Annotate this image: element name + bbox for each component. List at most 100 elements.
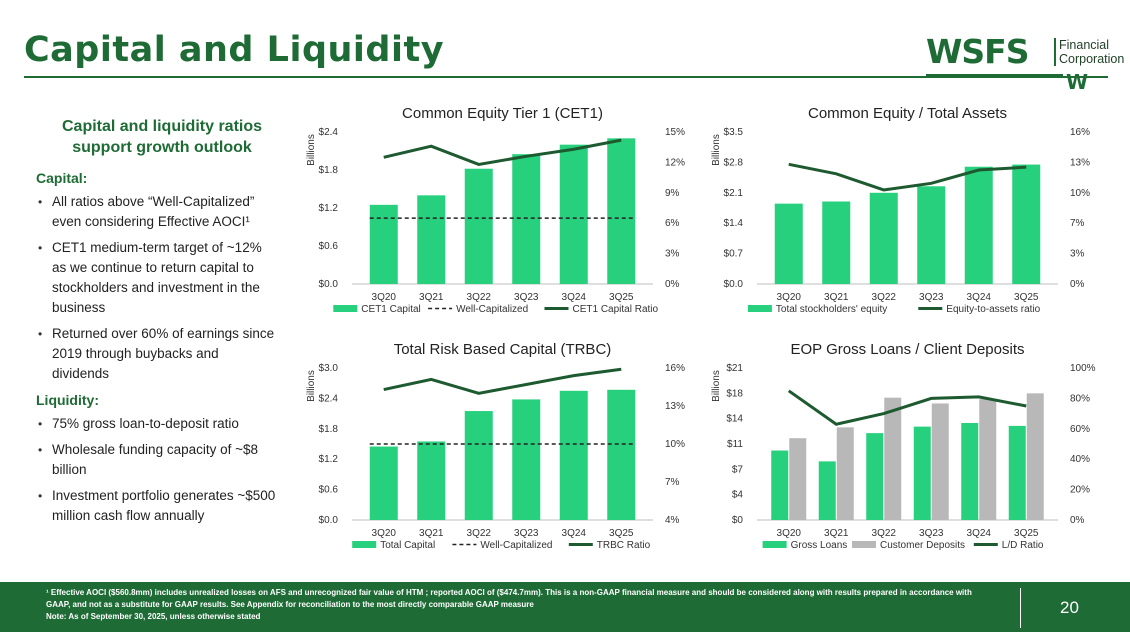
legend-label: L/D Ratio	[1002, 540, 1044, 551]
bar-gross-loans	[866, 433, 884, 520]
capital-item: Returned over 60% of earnings since 2019…	[38, 324, 277, 384]
bar-customer-deposits	[979, 399, 997, 520]
y2-tick-label: 60%	[1070, 424, 1090, 435]
y-tick-label: $0.0	[724, 279, 744, 290]
y-tick-label: $18	[726, 388, 743, 399]
y-tick-label: $1.8	[319, 165, 339, 176]
bar-total-capital	[512, 399, 541, 520]
y2-tick-label: 40%	[1070, 454, 1090, 465]
bar-customer-deposits	[789, 438, 807, 520]
chart-title: EOP Gross Loans / Client Deposits	[791, 341, 1025, 358]
bar-total-capital	[417, 441, 446, 520]
y-tick-label: $0.0	[319, 279, 339, 290]
chart-title: Common Equity Tier 1 (CET1)	[402, 105, 603, 122]
y-tick-label: $0.6	[319, 241, 339, 252]
logo-line-1: Financial	[1059, 38, 1110, 52]
legend-label: Total Capital	[380, 540, 435, 551]
footnotes: ¹ Effective AOCI ($560.8mm) includes unr…	[46, 587, 996, 623]
x-tick-label: 3Q25	[609, 528, 634, 539]
y2-tick-label: 80%	[1070, 393, 1090, 404]
x-tick-label: 3Q24	[562, 292, 587, 303]
x-tick-label: 3Q20	[777, 528, 802, 539]
legend-item: CET1 Capital Ratio	[544, 304, 659, 315]
y-axis-label: Billions	[306, 370, 317, 402]
bar-cet1-capital	[607, 138, 636, 284]
y-tick-label: $1.8	[319, 424, 339, 435]
y2-tick-label: 4%	[665, 515, 680, 526]
bar-total-stockholders-equity	[917, 186, 946, 284]
legend-label: Well-Capitalized	[480, 540, 552, 551]
y2-tick-label: 0%	[1070, 279, 1085, 290]
y2-tick-label: 12%	[665, 157, 685, 168]
x-tick-label: 3Q25	[1014, 528, 1039, 539]
legend-item: Total stockholders' equity	[747, 304, 887, 315]
y2-tick-label: 20%	[1070, 485, 1090, 496]
bar-cet1-capital	[464, 168, 493, 284]
bar-customer-deposits	[884, 397, 902, 520]
y2-tick-label: 100%	[1070, 363, 1096, 374]
legend-swatch	[747, 305, 772, 312]
y2-tick-label: 6%	[665, 218, 680, 229]
legend-label: Customer Deposits	[880, 540, 965, 551]
x-tick-label: 3Q23	[919, 292, 944, 303]
y-axis-label: Billions	[306, 134, 317, 166]
y-tick-label: $3.5	[724, 127, 744, 138]
y-tick-label: $2.4	[319, 393, 339, 404]
loans-deposits-chart: EOP Gross Loans / Client Deposits $0 $4 $7 $…	[705, 332, 1105, 558]
legend-label: Equity-to-assets ratio	[946, 304, 1040, 315]
capital-item: CET1 medium-term target of ~12% as we co…	[38, 238, 277, 318]
legend-label: Well-Capitalized	[456, 304, 528, 315]
x-tick-label: 3Q23	[919, 528, 944, 539]
y-tick-label: $1.2	[319, 454, 339, 465]
cet1-chart: Common Equity Tier 1 (CET1) $0.0 $0.6 $1.2 $…	[300, 96, 700, 322]
legend-item: Equity-to-assets ratio	[918, 304, 1041, 315]
legend-item: CET1 Capital	[333, 304, 421, 315]
legend-item: TRBC Ratio	[568, 540, 651, 551]
y2-tick-label: 9%	[665, 188, 680, 199]
y-axis-label: Billions	[711, 134, 722, 166]
y2-tick-label: 13%	[665, 401, 685, 412]
x-tick-label: 3Q20	[372, 528, 397, 539]
liquidity-item: Investment portfolio generates ~$500 mil…	[38, 486, 277, 526]
logo-wordmark: WSFS	[926, 32, 1029, 71]
trbc-chart: Total Risk Based Capital (TRBC) $0.0 $0.6 $…	[300, 332, 700, 558]
legend-label: TRBC Ratio	[597, 540, 651, 551]
ratio-line	[788, 162, 1027, 192]
bar-gross-loans	[961, 423, 979, 520]
y-tick-label: $2.8	[724, 157, 744, 168]
ratio-line	[383, 138, 622, 166]
legend-swatch	[762, 541, 787, 548]
chart-svg: Total Risk Based Capital (TRBC) $0.0 $0.6 $…	[306, 341, 685, 551]
y2-tick-label: 16%	[665, 363, 685, 374]
footnote-date: Note: As of September 30, 2025, unless o…	[46, 612, 261, 621]
y-tick-label: $0	[732, 515, 744, 526]
logo-w-mark: W	[1066, 70, 1089, 94]
x-tick-label: 3Q23	[514, 528, 539, 539]
chart-svg: EOP Gross Loans / Client Deposits $0 $4 $7 $…	[711, 341, 1096, 551]
y-tick-label: $0.0	[319, 515, 339, 526]
x-tick-label: 3Q22	[467, 528, 492, 539]
y2-tick-label: 3%	[665, 249, 680, 260]
x-tick-label: 3Q21	[824, 528, 849, 539]
legend-swatch	[852, 541, 876, 548]
y-axis-label: Billions	[711, 370, 722, 402]
x-tick-label: 3Q22	[872, 528, 897, 539]
bar-customer-deposits	[836, 427, 854, 520]
chart-title: Common Equity / Total Assets	[808, 105, 1007, 122]
y2-tick-label: 3%	[1070, 249, 1085, 260]
capital-label: Capital:	[36, 170, 88, 186]
bar-total-capital	[559, 390, 588, 520]
legend-label: CET1 Capital Ratio	[573, 304, 659, 315]
x-tick-label: 3Q21	[824, 292, 849, 303]
y-tick-label: $14	[726, 414, 743, 425]
x-tick-label: 3Q22	[467, 292, 492, 303]
x-tick-label: 3Q20	[372, 292, 397, 303]
legend-item: Gross Loans	[762, 540, 847, 551]
y2-tick-label: 0%	[665, 279, 680, 290]
summary-panel: Capital and liquidity ratios support gro…	[32, 116, 292, 532]
bar-total-capital	[607, 389, 636, 520]
capital-item: All ratios above “Well-Capitalized” even…	[38, 192, 277, 232]
x-tick-label: 3Q20	[777, 292, 802, 303]
title-divider	[24, 76, 1108, 78]
y2-tick-label: 16%	[1070, 127, 1090, 138]
